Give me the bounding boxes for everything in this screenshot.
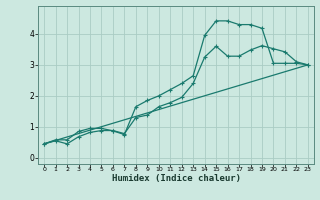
X-axis label: Humidex (Indice chaleur): Humidex (Indice chaleur): [111, 174, 241, 183]
